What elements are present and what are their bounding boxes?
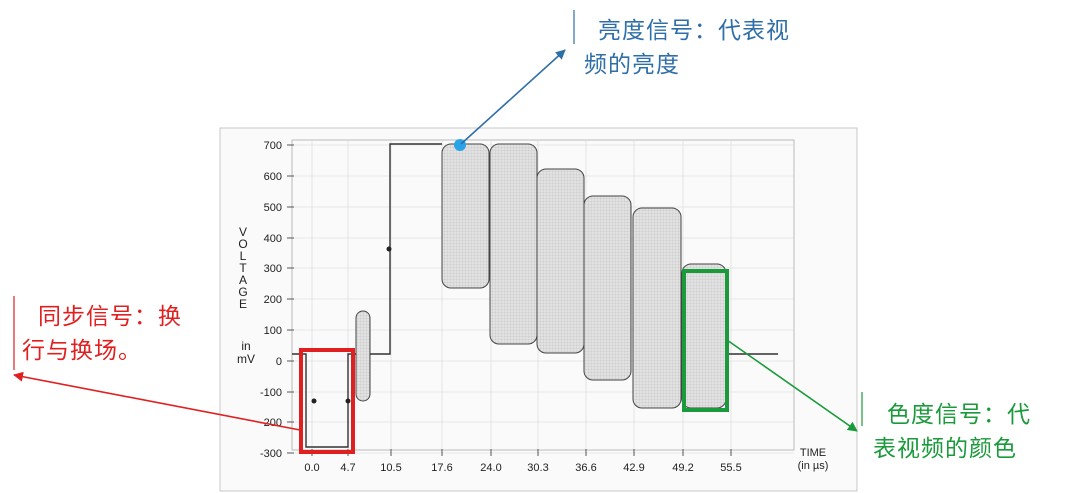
sync-annotation: 同步信号：换 行与换场。 [22,300,182,368]
y-axis-letter: O [238,237,247,251]
y-tick-label: 700 [264,140,282,152]
x-tick-label: 10.5 [380,462,401,474]
x-tick-label: 55.5 [720,462,741,474]
x-axis-label: TIME (in µs) [798,447,829,472]
x-tick-label: 36.6 [575,462,596,474]
color-bar-box [536,168,585,354]
y-axis-letter: E [239,297,247,311]
x-tick-label: 0.0 [304,462,319,474]
y-tick-label: 500 [264,202,282,214]
sync-annotation-line1: 同步信号：换 [38,304,182,330]
x-tick-label: 24.0 [480,462,501,474]
sync-annotation-line2: 行与换场。 [22,338,142,364]
waveform-dot [311,398,317,404]
luma-annotation: 亮度信号：代表视 频的亮度 [584,14,790,82]
sync-arrow [13,371,301,431]
y-tick-label: 100 [264,325,282,337]
sync-highlight-box [299,348,355,454]
y-tick-label: 400 [264,233,282,245]
y-axis-letter: L [240,249,247,263]
y-axis-letter: T [239,261,247,275]
color-bar-box [489,143,538,345]
color-bar-box [681,263,727,409]
colorburst-box [355,310,371,402]
y-tick-label: -100 [260,387,282,399]
y-tick-label: 0 [276,356,282,368]
chroma-annotation-line2: 表视频的颜色 [873,436,1017,462]
y-tick-label: 300 [264,263,282,275]
x-tick-labels: 0.0 4.7 10.5 17.6 24.0 30.3 36.6 42.9 49… [304,462,741,474]
luma-annotation-line1: 亮度信号：代表视 [598,18,790,44]
x-tick-label: 42.9 [623,462,644,474]
chroma-subcarrier-boxes [355,143,727,409]
y-tick-label: 200 [264,294,282,306]
y-tick-marks [287,144,294,454]
color-bar-box [583,195,632,381]
y-axis-label: V O L T A G E in mV [237,225,255,366]
chroma-arrow [726,339,858,432]
y-axis-letter: V [239,225,247,239]
chroma-annotation-line1: 色度信号：代 [887,402,1031,428]
y-tick-label: -300 [260,448,282,460]
x-tick-label: 4.7 [340,462,355,474]
y-axis-letter: G [238,285,247,299]
waveform-dot [345,398,351,404]
luma-arrow [460,49,566,145]
y-axis-letter: A [239,273,247,287]
x-tick-label: 49.2 [672,462,693,474]
x-axis-title: TIME [800,447,826,459]
waveform-dot [386,246,392,252]
y-axis-unit: mV [237,352,255,366]
chroma-annotation: 色度信号：代 表视频的颜色 [873,398,1031,466]
y-tick-labels: 700 600 500 400 300 200 100 0 -100 -200 … [260,140,282,460]
y-axis-unit: in [241,339,250,353]
x-tick-label: 30.3 [527,462,548,474]
x-tick-label: 17.6 [431,462,452,474]
luma-annotation-line2: 频的亮度 [584,52,680,78]
color-bar-box [441,143,490,289]
x-axis-unit: (in µs) [798,460,829,472]
y-tick-label: 600 [264,171,282,183]
color-bar-box [632,207,682,409]
